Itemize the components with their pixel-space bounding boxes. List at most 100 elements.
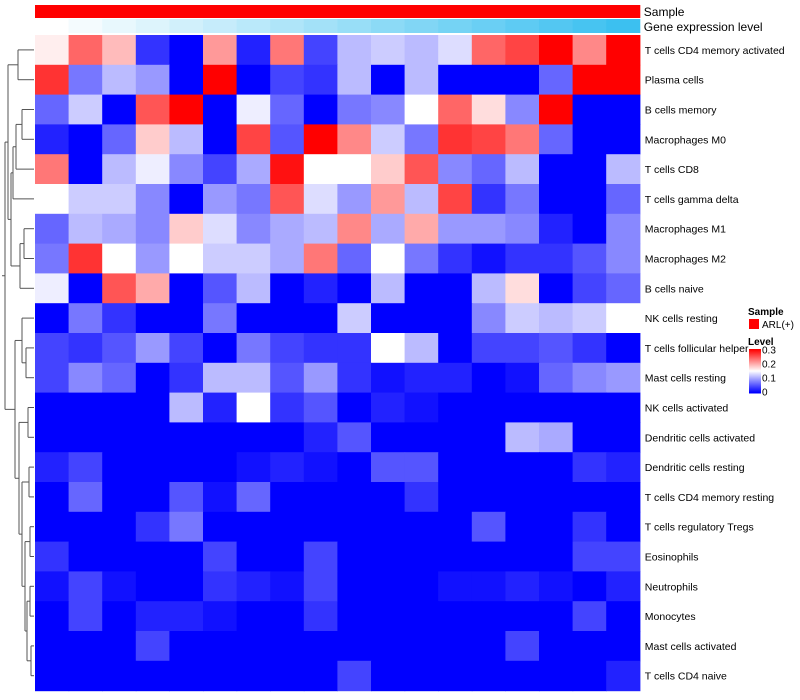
expression-annotation-cell	[303, 19, 338, 33]
legend-gradient-step	[749, 380, 761, 382]
heatmap-cell	[606, 660, 641, 692]
heatmap-cell	[35, 273, 70, 304]
heatmap-cell	[203, 94, 238, 125]
heatmap-cell	[68, 184, 103, 215]
legend-gradient-step	[749, 392, 761, 394]
heatmap-cell	[303, 213, 338, 245]
heatmap-cell	[606, 213, 641, 245]
heatmap-cell	[270, 184, 305, 215]
legend-gradient-step	[749, 369, 761, 371]
heatmap-cell	[572, 631, 607, 662]
heatmap-cell	[68, 64, 103, 96]
heatmap-cell	[203, 511, 238, 543]
legend-gradient-step	[749, 372, 761, 374]
heatmap-cell	[505, 124, 540, 155]
heatmap-cell	[371, 124, 406, 155]
heatmap-cell	[303, 660, 338, 692]
heatmap-cell	[68, 154, 103, 185]
heatmap-cell	[337, 511, 372, 543]
heatmap-cell	[102, 94, 137, 125]
heatmap-cell	[404, 660, 439, 692]
heatmap-cell	[303, 601, 338, 632]
heatmap-cell	[236, 94, 271, 125]
heatmap-cell	[572, 422, 607, 453]
heatmap-cell	[35, 303, 70, 334]
heatmap-cell	[303, 184, 338, 215]
heatmap-cell	[404, 631, 439, 662]
heatmap-cell	[438, 362, 473, 394]
legend-gradient-step	[749, 383, 761, 385]
heatmap-cell	[505, 213, 540, 245]
sample-annotation-cell	[404, 5, 439, 18]
heatmap-cell	[236, 452, 271, 483]
heatmap-cell	[539, 213, 574, 245]
heatmap-cell	[438, 482, 473, 513]
heatmap-cell	[303, 392, 338, 423]
heatmap-cell	[203, 243, 238, 274]
heatmap-cell	[102, 154, 137, 185]
legend-gradient-step	[749, 374, 761, 376]
heatmap-cell	[236, 541, 271, 572]
heatmap-cell	[303, 333, 338, 364]
heatmap-cell	[606, 511, 641, 543]
heatmap-cell	[135, 511, 170, 543]
heatmap-cell	[236, 333, 271, 364]
heatmap-cell	[303, 362, 338, 394]
heatmap-cell	[606, 422, 641, 453]
row-label: Macrophages M0	[645, 134, 726, 146]
heatmap-cell	[337, 333, 372, 364]
heatmap-cell	[68, 333, 103, 364]
heatmap-cell	[270, 362, 305, 394]
heatmap-cell	[606, 362, 641, 394]
heatmap-cell	[135, 392, 170, 423]
heatmap-cell	[505, 392, 540, 423]
heatmap-cell	[135, 452, 170, 483]
heatmap-cell	[539, 362, 574, 394]
heatmap-cell	[68, 422, 103, 453]
heatmap-cell	[102, 35, 137, 66]
heatmap-cell	[606, 273, 641, 304]
heatmap-cell	[404, 94, 439, 125]
heatmap-cell	[236, 362, 271, 394]
heatmap-cell	[505, 601, 540, 632]
row-labels: T cells CD4 memory activated Plasma cells…	[645, 45, 785, 683]
heatmap-cell	[68, 571, 103, 602]
expression-annotation-cell	[572, 19, 607, 33]
heatmap-cell	[102, 392, 137, 423]
heatmap-cell	[572, 243, 607, 274]
heatmap-cell	[135, 213, 170, 245]
heatmap-cell	[505, 154, 540, 185]
heatmap-cell	[539, 482, 574, 513]
heatmap-cell	[471, 571, 506, 602]
heatmap-cell	[169, 422, 204, 453]
heatmap-cell	[203, 392, 238, 423]
heatmap-cell	[606, 35, 641, 66]
heatmap-cell	[236, 273, 271, 304]
heatmap-cell	[169, 452, 204, 483]
heatmap-cell	[572, 94, 607, 125]
row-label: T cells gamma delta	[645, 194, 739, 206]
legend-gradient-step	[749, 382, 761, 384]
heatmap-cell	[303, 124, 338, 155]
heatmap-cell	[203, 273, 238, 304]
heatmap-cell	[135, 124, 170, 155]
legend-sample-swatch	[749, 319, 759, 329]
heatmap-cell	[203, 35, 238, 66]
heatmap-cell	[404, 213, 439, 245]
heatmap-cell	[337, 392, 372, 423]
sample-annotation-cell	[135, 5, 170, 18]
heatmap-cell	[68, 541, 103, 572]
heatmap-cell	[270, 482, 305, 513]
heatmap-cell	[102, 273, 137, 304]
heatmap-cell	[303, 511, 338, 543]
expression-annotation-label: Gene expression level	[644, 20, 763, 34]
heatmap-cell	[505, 541, 540, 572]
heatmap-cell	[371, 94, 406, 125]
heatmap-cell	[135, 422, 170, 453]
heatmap-cells	[35, 35, 641, 692]
heatmap-cell	[539, 273, 574, 304]
expression-annotation-cell	[404, 19, 439, 33]
heatmap-cell	[270, 124, 305, 155]
heatmap-cell	[606, 124, 641, 155]
legend-gradient-step	[749, 381, 761, 383]
